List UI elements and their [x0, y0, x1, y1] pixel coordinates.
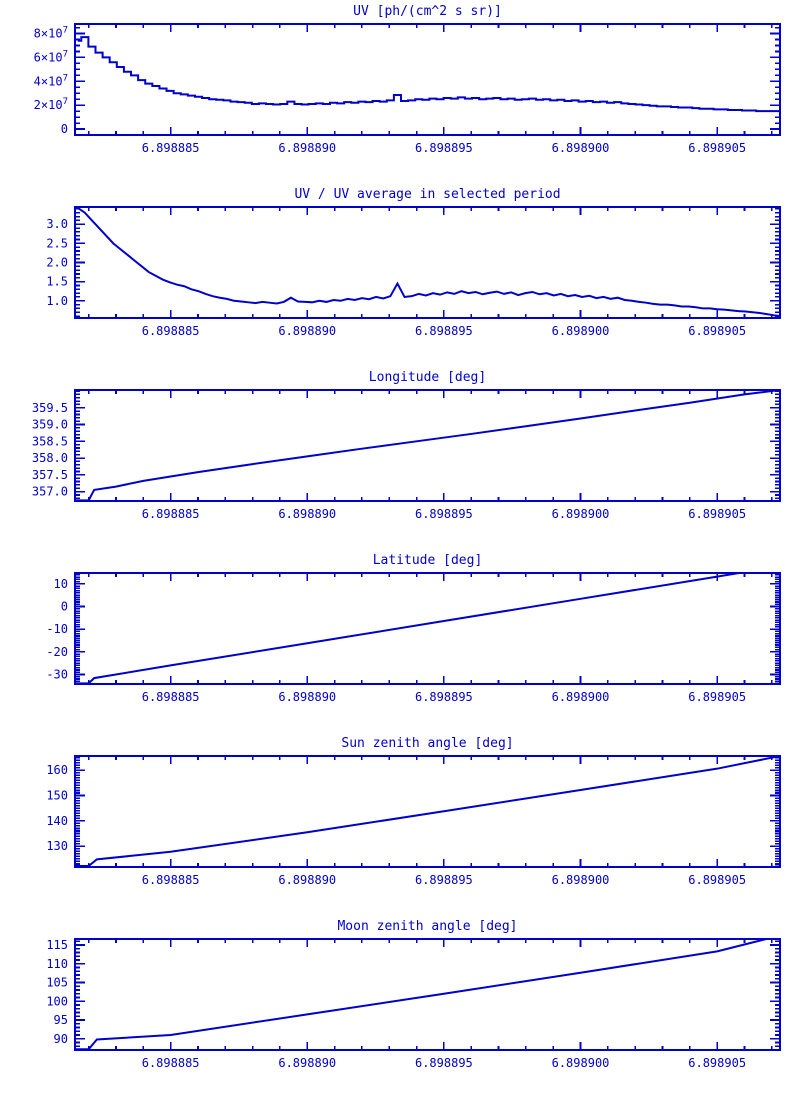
- data-line-uv-ratio: [77, 206, 781, 318]
- x-tick-label: 6.898890: [278, 324, 336, 338]
- plot-svg-moon-zenith-angle: 6.898885 6.898890 6.898895 6.898900 6.898905…: [46, 919, 781, 1070]
- chart-title: UV [ph/(cm^2 s sr)]: [353, 4, 502, 19]
- y-tick-label: 357.5: [32, 468, 68, 482]
- axes-box: [74, 389, 781, 502]
- plot-svg-uv: 6.898885 6.898890 6.898895 6.898900 6.898905…: [34, 4, 781, 155]
- plot-svg-sun-zenith-angle: 6.898885 6.898890 6.898895 6.898900 6.898905…: [46, 736, 781, 887]
- y-tick-label: 0: [61, 600, 68, 614]
- x-tick-label: 6.898885: [142, 1056, 200, 1070]
- data-line-moon-zenith-angle: [75, 938, 780, 1051]
- y-tick-label: 359.0: [32, 418, 68, 432]
- chart-uv: 6.898885 6.898890 6.898895 6.898900 6.898905…: [0, 0, 800, 183]
- y-tick-label: 95: [54, 1013, 68, 1027]
- y-tick-label: 150: [46, 789, 68, 803]
- data-line-uv: [77, 36, 781, 113]
- x-tick-label: 6.898900: [552, 1056, 610, 1070]
- x-tick-label: 6.898885: [142, 324, 200, 338]
- chart-title: Sun zenith angle [deg]: [341, 736, 513, 751]
- y-tick-label: -30: [46, 667, 68, 681]
- chart-title: Latitude [deg]: [373, 553, 483, 568]
- x-tick-label: 6.898900: [552, 141, 610, 155]
- x-tick-label: 6.898905: [688, 1056, 746, 1070]
- axes-latitude: [74, 572, 781, 685]
- x-tick-label: 6.898890: [278, 873, 336, 887]
- y-tick-label: 110: [46, 957, 68, 971]
- y-tick-label: -10: [46, 622, 68, 636]
- x-tick-label: 6.898895: [415, 1056, 473, 1070]
- y-tick-label: 2.5: [46, 236, 68, 250]
- x-tick-label: 6.898885: [142, 141, 200, 155]
- chart-title: Longitude [deg]: [369, 370, 486, 385]
- y-tick-label: 1.0: [46, 294, 68, 308]
- data-line-latitude: [75, 572, 780, 685]
- x-tick-label: 6.898885: [142, 507, 200, 521]
- data-line-longitude: [75, 389, 781, 502]
- chart-title: Moon zenith angle [deg]: [337, 919, 517, 934]
- x-tick-label: 6.898890: [278, 507, 336, 521]
- axes-uv: [74, 23, 781, 136]
- chart-longitude: 6.898885 6.898890 6.898895 6.898900 6.898905…: [0, 366, 800, 549]
- chart-sun-zenith-angle: 6.898885 6.898890 6.898895 6.898900 6.898905…: [0, 732, 800, 915]
- axes-longitude: [74, 389, 781, 502]
- y-tick-label: 358.5: [32, 434, 68, 448]
- plot-svg-longitude: 6.898885 6.898890 6.898895 6.898900 6.898905…: [32, 370, 781, 521]
- chart-latitude: 6.898885 6.898890 6.898895 6.898900 6.898905…: [0, 549, 800, 732]
- y-tick-label: 100: [46, 994, 68, 1008]
- y-tick-label: 10: [54, 577, 68, 591]
- y-tick-label: 2×107: [34, 97, 68, 112]
- axes-box: [74, 206, 781, 319]
- y-tick-label: -20: [46, 645, 68, 659]
- y-tick-label: 358.0: [32, 451, 68, 465]
- y-tick-label: 1.5: [46, 275, 68, 289]
- axes-sun-zenith-angle: [74, 755, 781, 868]
- x-tick-label: 6.898895: [415, 324, 473, 338]
- x-tick-label: 6.898905: [688, 690, 746, 704]
- y-tick-label: 6×107: [34, 49, 68, 64]
- axes-moon-zenith-angle: [74, 938, 781, 1051]
- chart-title: UV / UV average in selected period: [294, 187, 560, 202]
- y-tick-label: 140: [46, 814, 68, 828]
- y-tick-label: 105: [46, 976, 68, 990]
- y-tick-label: 115: [46, 938, 68, 952]
- y-tick-label: 90: [54, 1032, 68, 1046]
- x-tick-label: 6.898890: [278, 1056, 336, 1070]
- x-tick-label: 6.898895: [415, 507, 473, 521]
- y-tick-label: 359.5: [32, 401, 68, 415]
- y-tick-label: 0: [61, 122, 68, 136]
- plot-svg-uv-ratio: 6.898885 6.898890 6.898895 6.898900 6.898905…: [46, 187, 781, 338]
- y-tick-label: 3.0: [46, 217, 68, 231]
- x-tick-label: 6.898900: [552, 690, 610, 704]
- x-tick-label: 6.898885: [142, 873, 200, 887]
- x-tick-label: 6.898895: [415, 141, 473, 155]
- x-tick-label: 6.898900: [552, 507, 610, 521]
- y-tick-label: 8×107: [34, 26, 68, 41]
- x-tick-label: 6.898890: [278, 690, 336, 704]
- x-tick-label: 6.898905: [688, 507, 746, 521]
- x-tick-label: 6.898890: [278, 141, 336, 155]
- chart-moon-zenith-angle: 6.898885 6.898890 6.898895 6.898900 6.898905…: [0, 915, 800, 1098]
- chart-uv-ratio: 6.898885 6.898890 6.898895 6.898900 6.898905…: [0, 183, 800, 366]
- axes-box: [74, 23, 781, 136]
- x-tick-label: 6.898885: [142, 690, 200, 704]
- plot-svg-latitude: 6.898885 6.898890 6.898895 6.898900 6.898905…: [46, 553, 781, 704]
- x-tick-label: 6.898905: [688, 873, 746, 887]
- x-tick-label: 6.898905: [688, 324, 746, 338]
- y-tick-label: 130: [46, 839, 68, 853]
- x-tick-label: 6.898900: [552, 324, 610, 338]
- y-tick-label: 160: [46, 763, 68, 777]
- x-tick-label: 6.898905: [688, 141, 746, 155]
- axes-box: [74, 572, 781, 685]
- x-tick-label: 6.898895: [415, 690, 473, 704]
- y-tick-label: 2.0: [46, 256, 68, 270]
- y-tick-label: 357.0: [32, 485, 68, 499]
- axes-uv-ratio: [74, 206, 781, 319]
- x-tick-label: 6.898900: [552, 873, 610, 887]
- data-line-sun-zenith-angle: [75, 755, 781, 867]
- y-tick-label: 4×107: [34, 73, 68, 88]
- x-tick-label: 6.898895: [415, 873, 473, 887]
